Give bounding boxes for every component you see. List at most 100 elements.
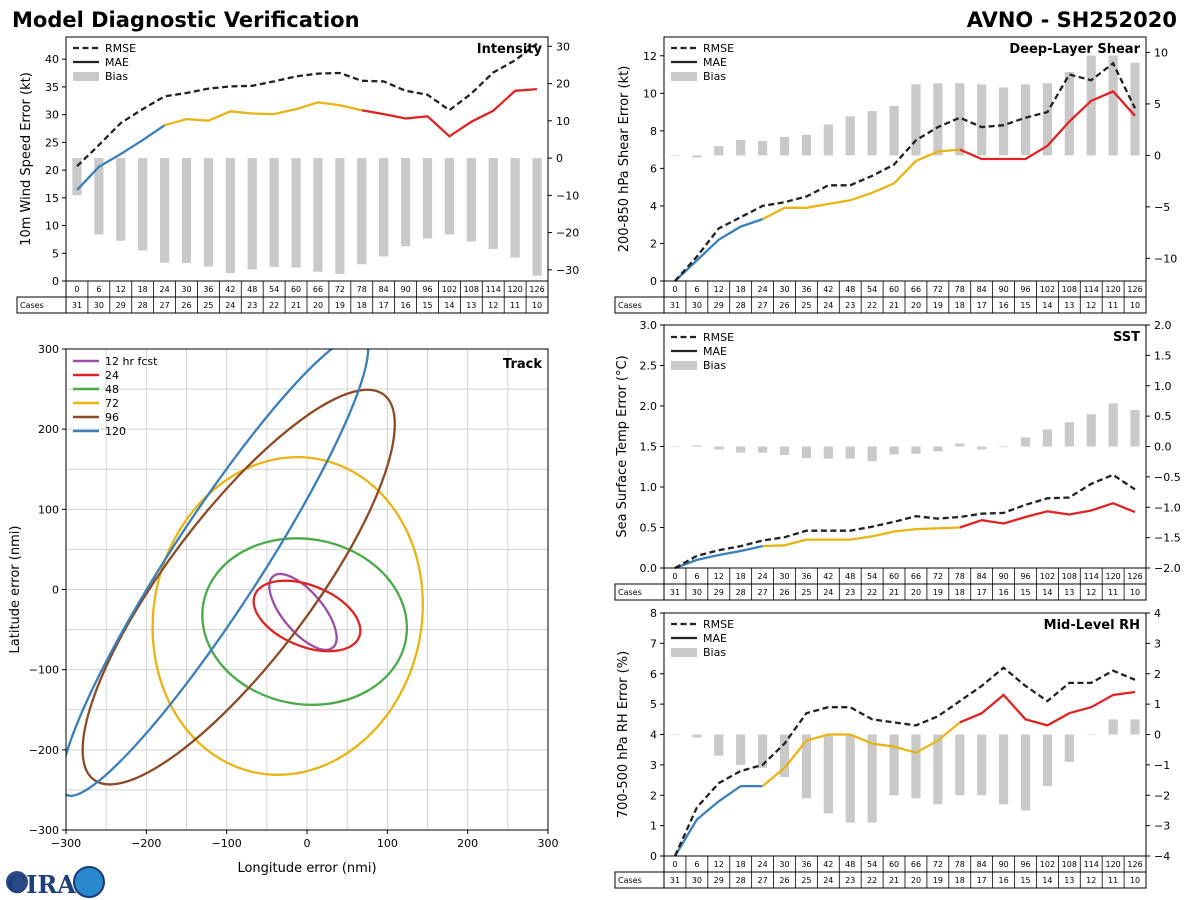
intensity-bias-bar [247, 158, 257, 270]
shear-hour-label: 72 [933, 285, 943, 294]
sst-y2tick-label: 0.5 [1154, 410, 1172, 423]
sst-case-count: 20 [911, 588, 921, 597]
intensity-case-count: 11 [510, 301, 520, 310]
sst-rmse-line [674, 473, 1136, 570]
sst-case-count: 30 [692, 588, 702, 597]
rh-hour-label: 78 [955, 860, 965, 869]
shear-hour-label: 12 [714, 285, 724, 294]
shear-case-count: 12 [1086, 301, 1096, 310]
rh-case-count: 29 [714, 876, 724, 885]
track-xtick-label: −100 [212, 837, 242, 850]
intensity-bias-bar [313, 158, 323, 272]
track-legend-label: 72 [105, 397, 119, 410]
rh-legend-bias-swatch [671, 648, 697, 657]
intensity-hour-label: 90 [400, 285, 410, 294]
shear-mae-line-mid [762, 148, 960, 221]
rh-hour-label: 120 [1105, 860, 1120, 869]
shear-hour-label: 108 [1062, 285, 1077, 294]
sst-y2tick-label: 0.0 [1154, 441, 1172, 454]
intensity-legend-rmse: RMSE [105, 42, 136, 55]
sst-ytick-label: 3.0 [640, 319, 658, 332]
rh-case-count: 15 [1020, 876, 1030, 885]
sst-bias-bar [757, 446, 768, 453]
rh-ytick-label: 4 [650, 729, 657, 742]
sst-y2tick-label: 1.5 [1154, 349, 1172, 362]
rh-bias-bar [779, 734, 790, 778]
sst-hour-label: 24 [757, 572, 767, 581]
rh-legend-bias: Bias [703, 646, 726, 659]
intensity-ytick-label: 10 [45, 220, 59, 233]
shear-hour-label: 78 [955, 285, 965, 294]
intensity-case-count: 10 [532, 301, 542, 310]
sst-y2tick-label: −1.5 [1154, 532, 1181, 545]
shear-ylabel: 200-850 hPa Shear Error (kt) [617, 66, 632, 253]
shear-hour-label: 120 [1105, 285, 1120, 294]
sst-bias-bar [1130, 410, 1140, 447]
sst-cases-label: Cases [618, 588, 642, 597]
sst-case-count: 19 [933, 588, 943, 597]
track-ellipse-120h [66, 349, 370, 797]
shear-ytick-label: 4 [650, 200, 657, 213]
intensity-bias-bar [138, 158, 148, 251]
shear-bias-bar [779, 136, 790, 156]
sst-hour-label: 60 [889, 572, 899, 581]
rh-mae-line-early [674, 784, 763, 857]
track-title: Track [503, 357, 542, 372]
intensity-bias-bar [488, 158, 498, 249]
sst-case-count: 15 [1020, 588, 1030, 597]
rh-case-count: 16 [998, 876, 1008, 885]
track-ylabel: Latitude error (nmi) [8, 526, 23, 654]
rh-bias-bar [933, 734, 943, 805]
shear-case-count: 30 [692, 301, 702, 310]
rh-ytick-label: 7 [650, 637, 657, 650]
sst-hour-label: 90 [998, 572, 1008, 581]
shear-y2tick-label: 0 [1154, 149, 1161, 162]
shear-case-count: 17 [977, 301, 987, 310]
intensity-hour-label: 84 [379, 285, 389, 294]
intensity-bias-bar [94, 158, 104, 235]
sst-legend-rmse: RMSE [703, 331, 734, 344]
track-ytick-label: 200 [38, 423, 59, 436]
intensity-bias-bar [466, 158, 476, 242]
intensity-ytick-label: 20 [45, 164, 59, 177]
intensity-mae-line-mid [164, 101, 363, 127]
intensity-hour-label: 0 [74, 285, 79, 294]
rh-bias-bar [867, 734, 877, 823]
shear-bias-bar [736, 139, 746, 156]
shear-hour-label: 90 [998, 285, 1008, 294]
sst-ylabel: Sea Surface Temp Error (°C) [615, 355, 630, 537]
shear-case-count: 28 [736, 301, 746, 310]
sst-case-count: 25 [801, 588, 811, 597]
rh-y2tick-label: 0 [1154, 729, 1161, 742]
shear-hour-label: 54 [867, 285, 877, 294]
rh-hour-label: 108 [1062, 860, 1077, 869]
sst-bias-bar [736, 446, 746, 453]
rh-case-count: 31 [670, 876, 680, 885]
intensity-case-count: 30 [94, 301, 104, 310]
shear-case-count: 15 [1020, 301, 1030, 310]
shear-bias-bar [801, 134, 812, 156]
intensity-case-count: 12 [488, 301, 498, 310]
intensity-hour-label: 60 [291, 285, 301, 294]
intensity-y2tick-label: −20 [556, 227, 579, 240]
shear-ytick-label: 2 [650, 237, 657, 250]
rh-y2tick-label: −1 [1154, 759, 1170, 772]
sst-case-count: 21 [889, 588, 899, 597]
sst-hour-label: 108 [1062, 572, 1077, 581]
intensity-y2tick-label: 0 [556, 152, 563, 165]
rh-case-count: 24 [823, 876, 833, 885]
shear-y2tick-label: 5 [1154, 98, 1161, 111]
sst-bias-bar [955, 443, 965, 447]
shear-hour-label: 36 [801, 285, 811, 294]
intensity-legend-bias: Bias [105, 70, 128, 83]
sst-bias-bar [670, 446, 680, 448]
rh-case-count: 28 [736, 876, 746, 885]
rh-legend-rmse: RMSE [703, 618, 734, 631]
shear-y2tick-label: −10 [1154, 252, 1177, 265]
intensity-bias-bar [422, 158, 433, 239]
shear-hour-label: 84 [977, 285, 987, 294]
intensity-ytick-label: 40 [45, 53, 59, 66]
intensity-cases-label: Cases [20, 301, 44, 310]
rh-title: Mid-Level RH [1044, 618, 1140, 633]
